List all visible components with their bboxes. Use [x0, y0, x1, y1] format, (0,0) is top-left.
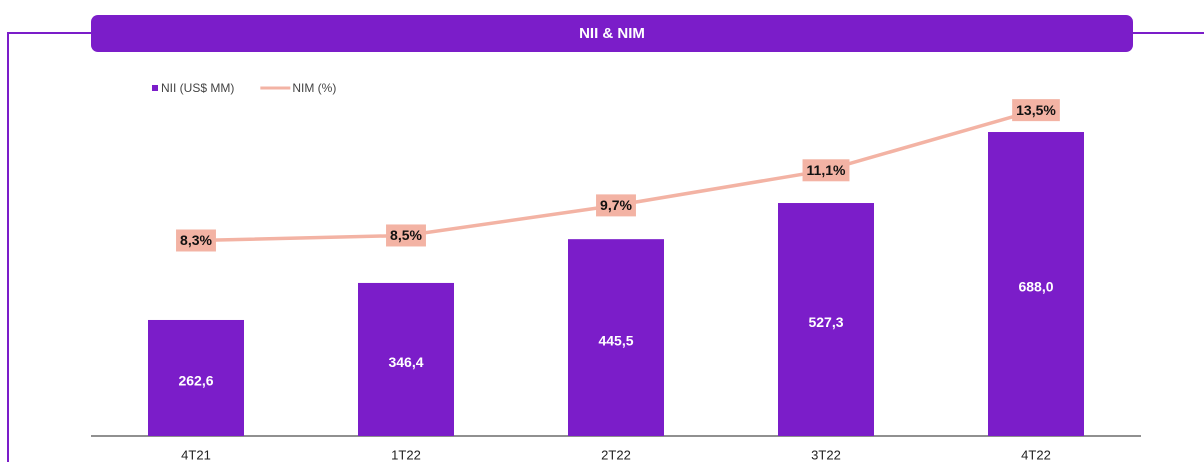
- data-label-box: [176, 229, 216, 252]
- bar: [568, 239, 664, 436]
- data-label: 688,0: [1018, 279, 1053, 295]
- data-label: 8,5%: [390, 227, 422, 243]
- data-label: 262,6: [178, 373, 213, 389]
- frame: [7, 32, 1204, 462]
- x-tick-label: 4T21: [181, 447, 211, 462]
- data-label-box: [386, 224, 426, 247]
- data-label: 8,3%: [180, 232, 212, 248]
- data-label-box: [802, 159, 850, 182]
- data-label: 11,1%: [807, 162, 846, 178]
- bar: [988, 132, 1084, 436]
- legend-label: NIM (%): [292, 81, 336, 95]
- x-tick-label: 3T22: [811, 447, 841, 462]
- legend-swatch: [152, 85, 158, 91]
- line: [195, 108, 1037, 243]
- bar: [778, 203, 874, 436]
- x-tick-label: 2T22: [601, 447, 631, 462]
- data-label: 9,7%: [600, 197, 632, 213]
- bar: [148, 319, 244, 436]
- chart-title: NII & NIM: [579, 25, 645, 42]
- title-banner: [91, 15, 1133, 52]
- legend-label: NII (US$ MM): [161, 81, 234, 95]
- data-label: 13,5%: [1016, 102, 1056, 118]
- data-label: 445,5: [598, 332, 633, 348]
- data-label: 346,4: [388, 354, 423, 370]
- x-tick-label: 1T22: [391, 447, 421, 462]
- data-label: 527,3: [808, 314, 843, 330]
- bar: [358, 282, 454, 436]
- x-tick-label: 4T22: [1021, 447, 1051, 462]
- data-label-box: [1012, 99, 1060, 122]
- data-label-box: [596, 194, 636, 217]
